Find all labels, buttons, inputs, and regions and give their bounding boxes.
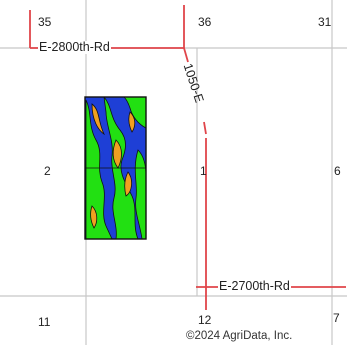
zone-green [134, 149, 146, 239]
zone-orange [124, 171, 132, 197]
section-label-7: 7 [333, 311, 340, 325]
section-label-11: 11 [38, 315, 51, 329]
section-label-35: 35 [38, 15, 52, 29]
section-label-12: 12 [198, 313, 212, 327]
zone-orange [90, 205, 98, 229]
section-label-36: 36 [198, 15, 212, 29]
road-line [183, 47, 189, 63]
road-label-e-2700th-rd: E-2700th-Rd [218, 279, 291, 293]
zone-orange [91, 103, 106, 136]
section-label-31: 31 [318, 15, 332, 29]
section-label-2: 2 [44, 164, 51, 178]
zone-green [123, 97, 146, 129]
section-label-6: 6 [334, 164, 341, 178]
zone-green [103, 97, 139, 239]
zone-orange [128, 111, 136, 133]
section-label-1: 1 [200, 164, 207, 178]
copyright-text: ©2024 AgriData, Inc. [186, 330, 293, 342]
road-label-e-2800th-rd: E-2800th-Rd [38, 40, 111, 54]
road-line [203, 121, 207, 135]
